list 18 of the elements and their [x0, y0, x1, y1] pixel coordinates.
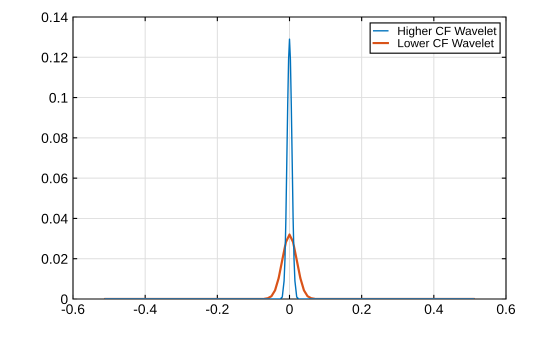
x-tick-label: -0.4: [134, 304, 157, 314]
y-tick-label: 0.06: [42, 173, 68, 184]
y-tick-label: 0: [60, 294, 68, 304]
x-tick-label: -0.2: [206, 304, 229, 314]
x-tick-label: -0.6: [62, 304, 84, 314]
line-series: [104, 233, 475, 299]
x-tick-label: 0.6: [496, 304, 516, 314]
legend-label: Lower CF Wavelet: [398, 38, 494, 48]
y-tick-label: 0.08: [42, 133, 68, 144]
y-tick-label: 0.02: [42, 254, 68, 264]
x-tick-label: 0.2: [352, 304, 371, 314]
y-tick-label: 0.1: [49, 92, 68, 103]
legend-label: Higher CF Wavelet: [398, 26, 496, 38]
y-tick-label: 0.12: [42, 52, 68, 62]
x-tick-label: 0.4: [424, 304, 444, 314]
y-tick-label: 0.04: [42, 214, 68, 224]
x-tick-label: 0: [286, 304, 293, 314]
y-tick-label: 0.14: [42, 12, 68, 22]
